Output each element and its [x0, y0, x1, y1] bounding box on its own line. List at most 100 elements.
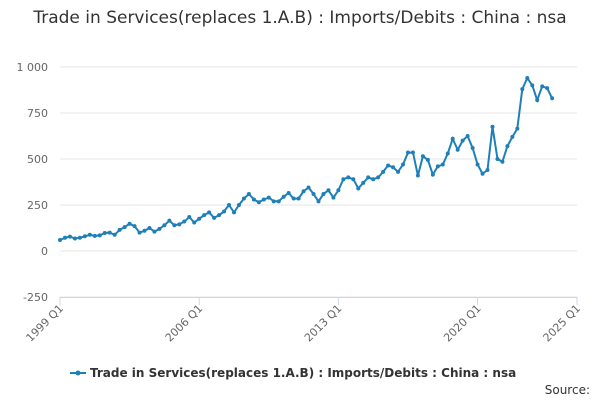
point: [286, 191, 291, 196]
point: [87, 232, 92, 237]
point: [117, 227, 122, 232]
point: [376, 175, 381, 180]
point: [122, 225, 127, 230]
point: [152, 229, 157, 234]
point: [331, 195, 336, 200]
point: [401, 162, 406, 167]
point: [236, 203, 241, 207]
point: [107, 230, 112, 235]
x-tick-label: 2020 Q1: [441, 302, 484, 345]
point: [341, 177, 346, 182]
point: [77, 235, 82, 240]
x-tick-label: 2013 Q1: [302, 302, 345, 345]
source: Source:: [545, 383, 590, 397]
point: [510, 134, 515, 139]
point: [271, 199, 276, 204]
y-tick-label: 750: [27, 107, 48, 120]
y-tick-label: -250: [23, 291, 48, 304]
x-tick-label: 2006 Q1: [163, 302, 206, 345]
point: [182, 219, 187, 224]
point: [256, 200, 261, 205]
point: [296, 196, 301, 201]
x-tick-label: 2025 Q1: [541, 302, 584, 345]
point: [207, 210, 212, 215]
legend-item: Trade in Services(replaces 1.A.B) : Impo…: [70, 366, 516, 380]
point: [470, 145, 475, 150]
point: [440, 162, 445, 167]
point: [475, 162, 480, 167]
point: [425, 157, 430, 162]
x-tick-label: 1999 Q1: [24, 302, 67, 345]
point: [227, 203, 232, 207]
point: [381, 169, 386, 174]
point: [371, 177, 376, 182]
point: [172, 223, 177, 228]
point: [545, 86, 550, 91]
point: [266, 195, 271, 200]
point: [361, 180, 366, 185]
y-tick-label: 1 000: [17, 61, 49, 74]
point: [515, 126, 520, 131]
point: [505, 144, 510, 149]
point: [127, 221, 132, 226]
point: [450, 136, 455, 141]
point: [391, 165, 396, 170]
point: [217, 213, 222, 218]
point: [291, 196, 296, 201]
point: [465, 134, 470, 138]
point: [435, 164, 440, 169]
point: [346, 175, 351, 180]
point: [212, 215, 217, 220]
point: [177, 222, 182, 227]
point: [445, 151, 450, 156]
point: [455, 147, 460, 152]
point: [157, 226, 162, 231]
point: [336, 188, 341, 193]
legend-label: Trade in Services(replaces 1.A.B) : Impo…: [90, 366, 516, 380]
y-tick-label: 250: [27, 199, 48, 212]
point: [495, 157, 500, 161]
point: [67, 234, 72, 239]
point: [410, 150, 415, 155]
point: [246, 191, 251, 196]
point: [261, 197, 266, 202]
point: [147, 226, 152, 230]
point: [520, 87, 525, 92]
point: [405, 150, 410, 155]
point: [82, 234, 87, 239]
point: [231, 210, 236, 215]
point: [525, 76, 530, 81]
point: [276, 199, 281, 204]
point: [112, 232, 117, 237]
legend-marker: [75, 370, 81, 376]
point: [351, 177, 356, 182]
point: [62, 235, 67, 240]
point: [192, 220, 197, 225]
point: [132, 224, 137, 229]
point: [530, 83, 535, 88]
point: [356, 186, 361, 191]
point: [500, 159, 505, 164]
point: [222, 209, 227, 214]
point: [241, 196, 246, 201]
point: [202, 213, 207, 218]
y-tick-label: 0: [41, 245, 48, 258]
point: [490, 124, 495, 129]
point: [366, 175, 371, 180]
point: [415, 173, 420, 178]
point: [167, 218, 172, 223]
point: [197, 216, 202, 221]
point: [386, 163, 391, 168]
point: [137, 230, 142, 235]
series-line: [59, 75, 553, 241]
point: [97, 233, 102, 238]
point: [301, 189, 306, 194]
point: [187, 214, 192, 219]
point: [396, 169, 401, 174]
point: [92, 233, 97, 238]
point: [321, 191, 326, 196]
point: [430, 172, 435, 177]
y-tick-label: 500: [27, 153, 48, 166]
